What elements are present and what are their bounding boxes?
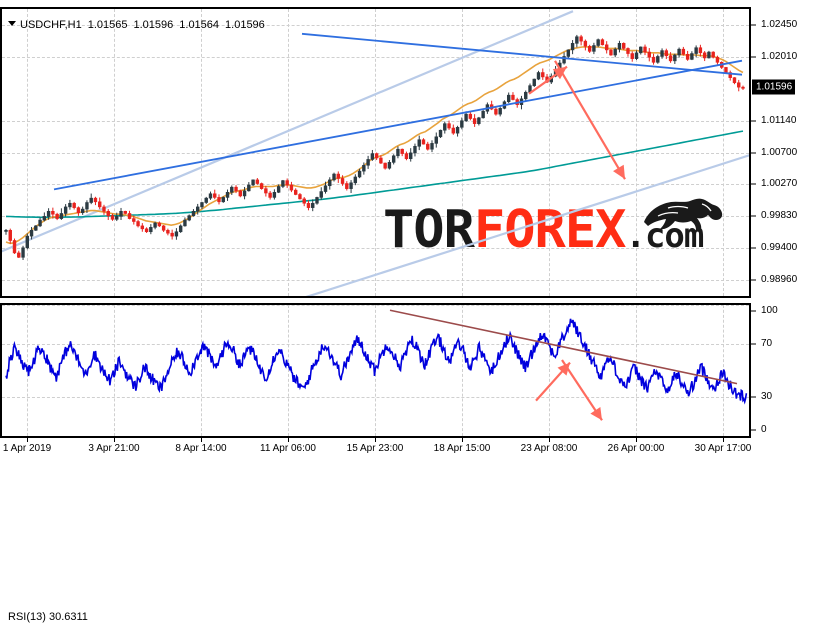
price-axis-label: 0.99830 [761,210,798,222]
grid-line [723,9,724,296]
forex-chart-screenshot: USDCHF,H1 1.01565 1.01596 1.01564 1.01596 1.… [0,7,814,623]
time-tick [462,438,463,442]
price-y-axis: 1.02450 1.02010 1.01140 1.00700 1.00270 0.998… [751,7,814,298]
time-axis-label: 15 Apr 23:00 [346,443,404,454]
axis-tick [751,396,756,398]
axis-tick [751,429,756,431]
price-axis-label: 1.00700 [761,146,798,158]
rsi-chart-panel[interactable]: RSI(13) 30.6311 [0,303,751,623]
price-axis-label: 0.99400 [761,241,798,253]
grid-line [114,305,115,436]
grid-line [636,9,637,296]
grid-line [549,9,550,296]
price-axis-label: 0.98960 [761,273,798,285]
axis-tick [751,215,756,217]
time-tick [375,438,376,442]
axis-tick [751,56,756,58]
ohlc-values: 1.01565 1.01596 1.01564 1.01596 [87,19,265,31]
grid-line [462,9,463,296]
grid-line [375,305,376,436]
rsi-indicator-label: RSI(13) 30.6311 [8,611,88,623]
current-price-label: 1.01596 [752,79,796,95]
time-axis-label: 8 Apr 14:00 [175,443,227,454]
grid-line [201,9,202,296]
time-tick [201,438,202,442]
axis-tick [751,120,756,122]
grid-line [201,305,202,436]
time-tick [723,438,724,442]
time-axis-label: 23 Apr 08:00 [520,443,578,454]
rsi-axis-label: 0 [761,424,767,435]
price-plot-area [2,9,749,296]
time-tick [549,438,550,442]
axis-tick [751,152,756,154]
rsi-y-axis: 100 70 30 0 [751,303,814,438]
time-axis-label: 11 Apr 06:00 [260,443,316,454]
price-axis-label: 1.02010 [761,51,798,63]
time-axis-label: 30 Apr 17:00 [694,443,752,454]
rsi-plot-area [2,305,749,436]
grid-line [114,9,115,296]
axis-tick [751,183,756,185]
axis-tick [751,343,756,345]
time-tick [288,438,289,442]
time-axis-label: 3 Apr 21:00 [88,443,140,454]
grid-line [462,305,463,436]
price-chart-header: USDCHF,H1 1.01565 1.01596 1.01564 1.01596 [8,19,265,31]
price-axis-label: 1.00270 [761,178,798,190]
time-axis-label: 26 Apr 00:00 [607,443,665,454]
time-tick [114,438,115,442]
time-axis-label: 18 Apr 15:00 [433,443,491,454]
grid-line [27,9,28,296]
grid-line [636,305,637,436]
grid-line [288,305,289,436]
rsi-axis-label: 100 [761,305,778,316]
axis-tick [751,24,756,26]
axis-tick [751,279,756,281]
time-x-axis: 1 Apr 2019 3 Apr 21:00 8 Apr 14:00 11 Apr 0… [0,438,751,460]
time-tick [27,438,28,442]
grid-line [549,305,550,436]
axis-tick [751,247,756,249]
grid-line [288,9,289,296]
time-axis-label: 1 Apr 2019 [2,443,52,454]
time-tick [636,438,637,442]
rsi-axis-label: 70 [761,338,773,350]
rsi-axis-label: 30 [761,390,773,402]
grid-line [27,305,28,436]
chevron-down-icon[interactable] [8,21,16,26]
grid-line [723,305,724,436]
grid-line [375,9,376,296]
axis-tick [751,310,756,312]
price-axis-label: 1.01140 [761,114,797,126]
symbol-label: USDCHF,H1 [20,19,82,31]
price-axis-label: 1.02450 [761,19,798,31]
price-chart-panel[interactable]: USDCHF,H1 1.01565 1.01596 1.01564 1.01596 [0,7,751,298]
